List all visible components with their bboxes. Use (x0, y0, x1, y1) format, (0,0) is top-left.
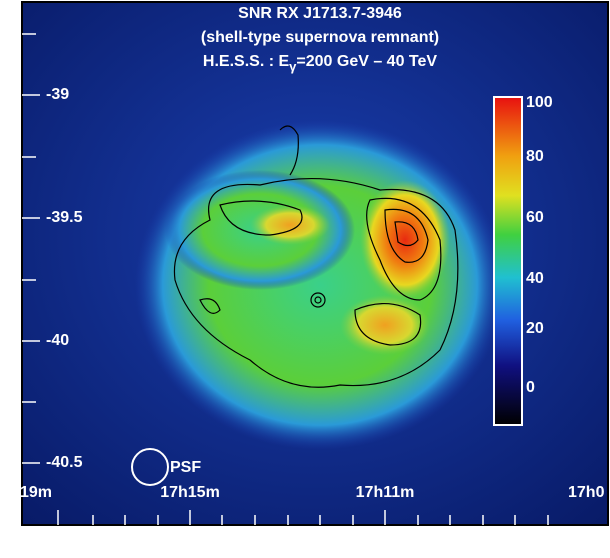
dec-label: -40 (46, 332, 69, 349)
emission (135, 120, 505, 450)
dec-labels: -39 -39.5 -40 -40.5 (46, 86, 83, 471)
psf-label: PSF (170, 459, 201, 476)
ra-label: 17h15m (160, 484, 220, 501)
ra-label: 17h0 (568, 484, 605, 501)
hotspot (250, 205, 330, 245)
title-line: H.E.S.S. : Eγ=200 GeV – 40 TeV (203, 53, 438, 74)
colorbar (493, 96, 523, 426)
dec-label: -39 (46, 86, 69, 103)
ra-label: 19m (20, 484, 52, 501)
colorbar-labels: 100 80 60 40 20 0 (526, 94, 553, 396)
psf-circle (131, 448, 169, 486)
colorbar-label: 80 (526, 148, 544, 165)
ra-labels: 19m 17h15m 17h11m 17h0 (20, 484, 605, 501)
title-line: SNR RX J1713.7-3946 (238, 5, 402, 22)
colorbar-label: 20 (526, 320, 544, 337)
colorbar-label: 100 (526, 94, 553, 111)
contours (173, 125, 459, 388)
dec-label: -39.5 (46, 209, 83, 226)
colorbar-label: 60 (526, 209, 544, 226)
colorbar-label: 0 (526, 379, 535, 396)
ra-label: 17h11m (356, 484, 415, 501)
dec-ticks (22, 33, 40, 464)
colorbar-label: 40 (526, 270, 544, 287)
title: SNR RX J1713.7-3946 (shell-type supernov… (201, 5, 439, 74)
title-line: (shell-type supernova remnant) (201, 29, 439, 46)
hotspot (360, 180, 450, 300)
hotspot (340, 295, 430, 355)
dec-label: -40.5 (46, 454, 83, 471)
ra-ticks (57, 510, 549, 525)
